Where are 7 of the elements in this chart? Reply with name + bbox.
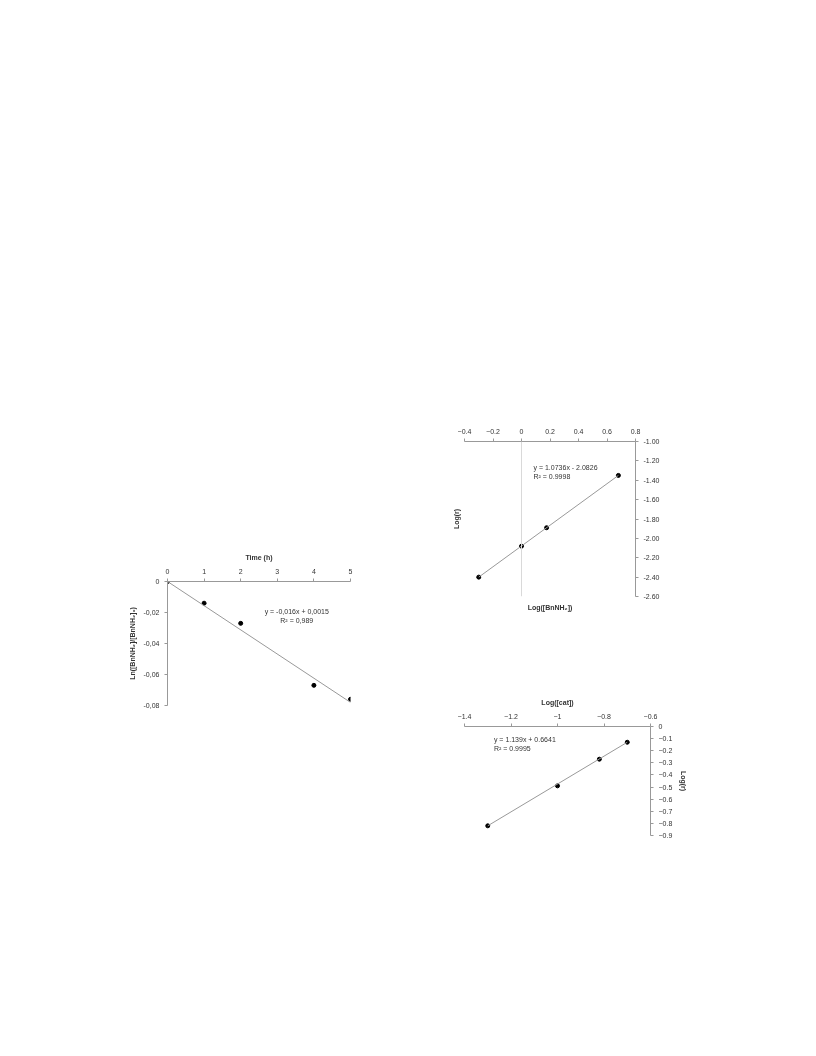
point [311,682,317,688]
point [624,739,630,745]
point [485,823,491,829]
point [201,600,207,606]
point [615,472,621,478]
point [238,620,244,626]
point [476,574,482,580]
